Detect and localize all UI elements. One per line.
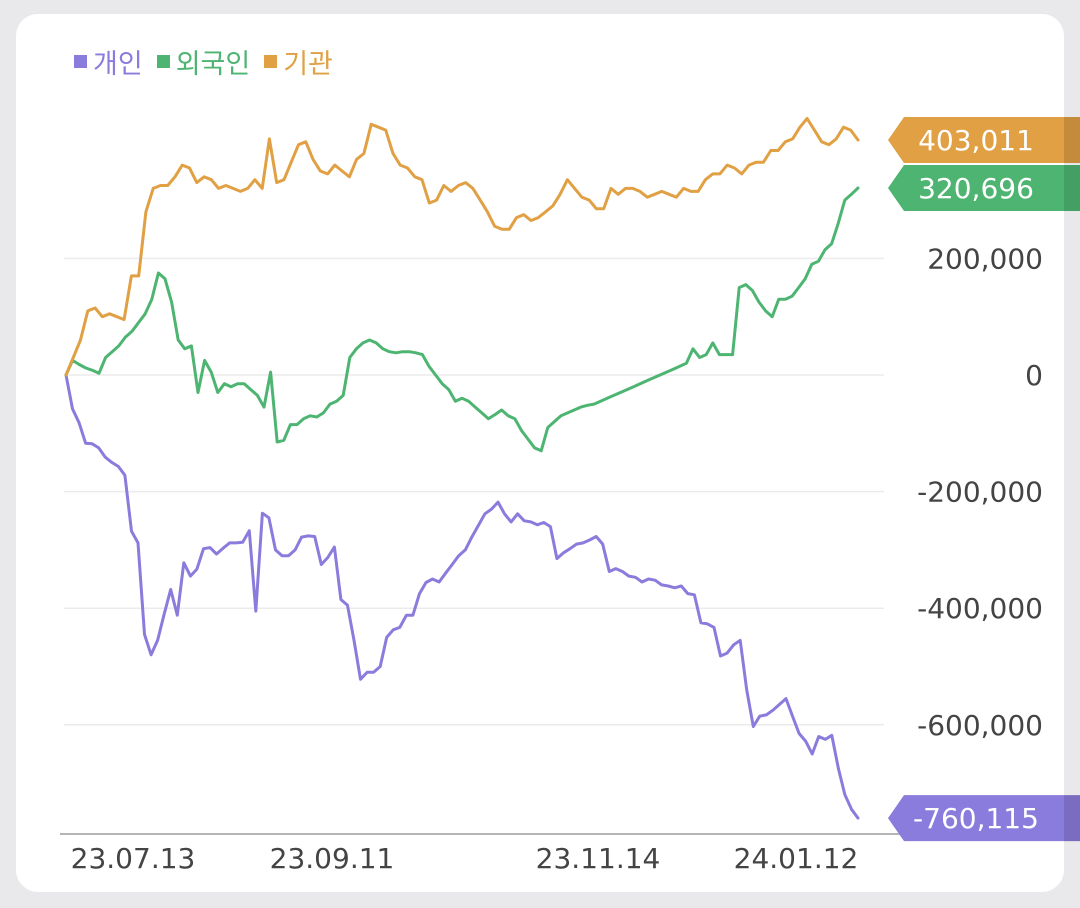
end-value-label: 320,696 <box>918 172 1034 205</box>
legend-item-individual[interactable]: 개인 <box>74 42 143 81</box>
end-badge-institution <box>888 117 1080 164</box>
y-tick-label: -200,000 <box>917 476 1043 509</box>
series-line-foreign <box>64 186 860 453</box>
y-tick-label: -600,000 <box>917 709 1043 742</box>
end-badge-individual <box>888 795 1080 842</box>
end-value-label: 403,011 <box>918 124 1034 157</box>
x-tick-label: 24.01.12 <box>734 842 859 875</box>
legend-item-institution[interactable]: 기관 <box>264 42 333 81</box>
end-badge-foreign-edge <box>1064 165 1080 212</box>
legend-label-foreign: 외국인 <box>175 49 251 80</box>
legend-swatch-individual <box>74 55 87 68</box>
series-line-institution <box>64 117 860 377</box>
end-badge-foreign <box>888 165 1080 212</box>
end-badge-individual-edge <box>1064 795 1080 842</box>
series-line-individual <box>64 373 860 820</box>
y-tick-label: 200,000 <box>927 242 1043 275</box>
x-tick-label: 23.11.14 <box>536 842 661 875</box>
x-tick-label: 23.07.13 <box>71 842 196 875</box>
legend-swatch-foreign <box>156 55 170 68</box>
x-tick-label: 23.09.11 <box>270 842 395 875</box>
legend-label-institution: 기관 <box>283 49 333 80</box>
y-tick-label: -400,000 <box>917 592 1043 625</box>
chart-legend: 개인 외국인 기관 <box>74 42 333 81</box>
legend-swatch-institution <box>264 55 278 68</box>
end-value-label: -760,115 <box>913 802 1039 835</box>
chart-card <box>16 14 1064 892</box>
end-badge-institution-edge <box>1064 117 1080 164</box>
legend-item-foreign[interactable]: 외국인 <box>156 42 251 81</box>
legend-label-individual: 개인 <box>93 49 143 80</box>
y-tick-label: 0 <box>1025 359 1043 392</box>
